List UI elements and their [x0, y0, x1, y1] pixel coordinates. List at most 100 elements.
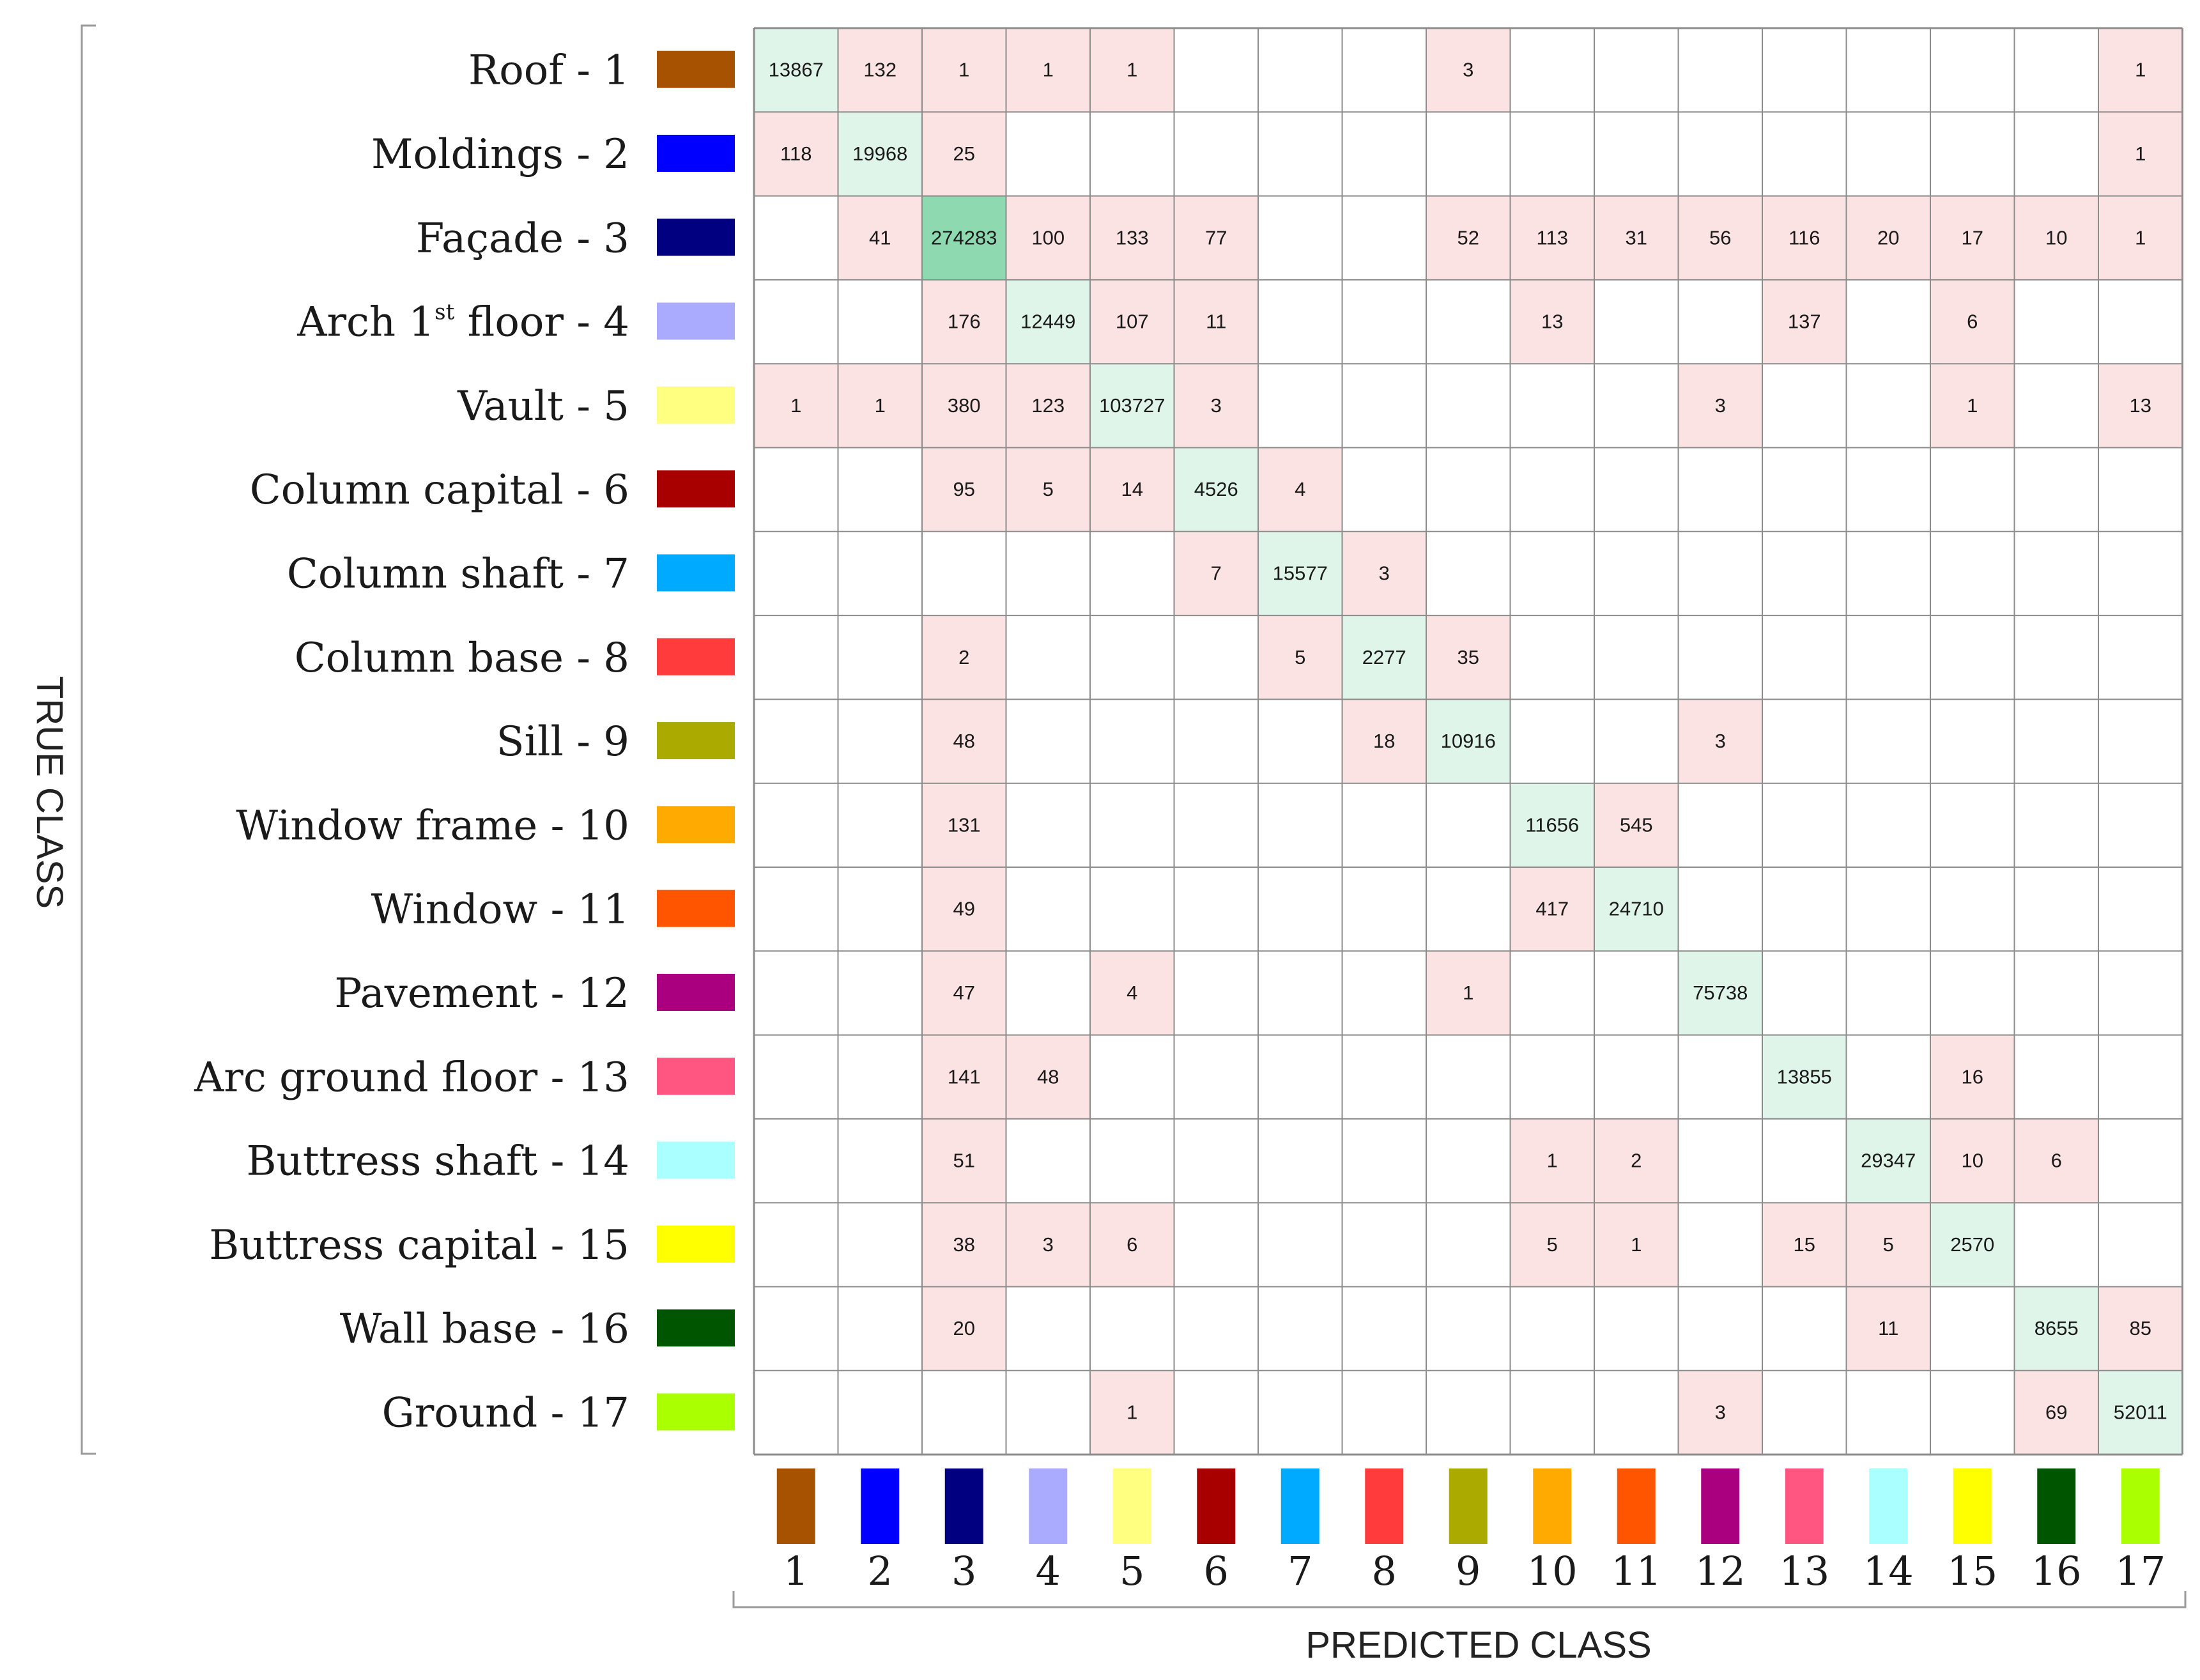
cell-r3-c10 [1510, 196, 1594, 280]
cell-r6-c6 [1174, 447, 1258, 532]
cell-r3-c15 [1930, 196, 2015, 280]
row-swatch-15 [657, 1225, 735, 1263]
cell-r14-c13 [1762, 1118, 1847, 1203]
cell-r8-c13 [1762, 615, 1847, 700]
cell-r9-c17 [2098, 699, 2183, 783]
cell-r3-c11 [1594, 196, 1679, 280]
cell-r2-c1 [754, 112, 838, 196]
cell-r10-c13 [1762, 783, 1847, 867]
cell-r2-c5 [1090, 112, 1174, 196]
cell-r14-c14 [1846, 1118, 1930, 1203]
cell-r7-c5 [1090, 531, 1174, 616]
cell-r17-c7 [1258, 1370, 1342, 1455]
cell-r9-c4 [1006, 699, 1090, 783]
cell-r16-c9 [1426, 1286, 1511, 1371]
cell-r11-c15 [1930, 867, 2015, 952]
cell-value-r4-c10: 13 [1541, 311, 1563, 333]
cell-r6-c9 [1426, 447, 1511, 532]
cell-r5-c7 [1258, 364, 1342, 448]
cell-value-r14-c15: 10 [1962, 1150, 1983, 1172]
cell-r8-c3 [922, 615, 1006, 700]
col-label-16: 16 [2031, 1548, 2082, 1594]
cell-r15-c16 [2014, 1203, 2098, 1287]
cell-r12-c16 [2014, 951, 2098, 1035]
cell-r8-c7 [1258, 615, 1342, 700]
cell-r9-c8 [1342, 699, 1426, 783]
cell-r7-c13 [1762, 531, 1847, 616]
cell-r13-c10 [1510, 1035, 1594, 1119]
row-swatch-5 [657, 386, 735, 424]
cell-r6-c8 [1342, 447, 1426, 532]
row-label-9: Sill - 9 [496, 718, 629, 766]
cell-r3-c14 [1846, 196, 1930, 280]
cell-value-r3-c17: 1 [2135, 226, 2146, 249]
true-class-bracket [81, 24, 96, 1455]
cell-r17-c14 [1846, 1370, 1930, 1455]
cell-value-r1-c4: 1 [1043, 59, 1054, 81]
cell-r13-c11 [1594, 1035, 1679, 1119]
cell-r14-c3 [922, 1118, 1006, 1203]
cell-r17-c17 [2098, 1370, 2183, 1455]
cell-r1-c14 [1846, 28, 1930, 112]
row-label-10: Window frame - 10 [236, 802, 629, 849]
cell-r10-c14 [1846, 783, 1930, 867]
cell-r16-c12 [1678, 1286, 1762, 1371]
cell-r7-c7 [1258, 531, 1342, 616]
col-swatch-9 [1449, 1468, 1488, 1544]
col-swatch-15 [1953, 1468, 1992, 1544]
cell-r4-c15 [1930, 279, 2015, 364]
cell-r12-c11 [1594, 951, 1679, 1035]
cell-r11-c14 [1846, 867, 1930, 952]
cell-value-r6-c3: 95 [953, 478, 975, 500]
cell-value-r10-c10: 11656 [1525, 813, 1579, 836]
cell-r16-c11 [1594, 1286, 1679, 1371]
cell-value-r10-c3: 131 [948, 813, 981, 836]
col-label-5: 5 [1119, 1548, 1144, 1594]
cell-r7-c11 [1594, 531, 1679, 616]
cell-value-r8-c9: 35 [1458, 646, 1479, 668]
cell-r3-c6 [1174, 196, 1258, 280]
cell-r5-c17 [2098, 364, 2183, 448]
cell-r10-c8 [1342, 783, 1426, 867]
cell-r6-c4 [1006, 447, 1090, 532]
cell-r5-c4 [1006, 364, 1090, 448]
cell-r2-c14 [1846, 112, 1930, 196]
cell-r8-c6 [1174, 615, 1258, 700]
cell-value-r5-c3: 380 [948, 394, 981, 417]
cell-value-r7-c6: 7 [1211, 562, 1222, 584]
cell-r17-c1 [754, 1370, 838, 1455]
row-swatch-9 [657, 722, 735, 760]
cell-r1-c15 [1930, 28, 2015, 112]
col-label-3: 3 [951, 1548, 976, 1594]
cell-r6-c2 [838, 447, 922, 532]
cell-r3-c13 [1762, 196, 1847, 280]
col-label-12: 12 [1695, 1548, 1746, 1594]
cell-r14-c4 [1006, 1118, 1090, 1203]
cell-r3-c16 [2014, 196, 2098, 280]
cell-value-r9-c3: 48 [953, 730, 975, 752]
cell-r10-c1 [754, 783, 838, 867]
cell-r15-c8 [1342, 1203, 1426, 1287]
row-swatch-16 [657, 1309, 735, 1347]
cell-r14-c10 [1510, 1118, 1594, 1203]
row-swatch-8 [657, 638, 735, 675]
cell-r17-c6 [1174, 1370, 1258, 1455]
cell-r2-c9 [1426, 112, 1511, 196]
cell-r14-c12 [1678, 1118, 1762, 1203]
cell-r2-c11 [1594, 112, 1679, 196]
cell-r14-c7 [1258, 1118, 1342, 1203]
cell-r15-c3 [922, 1203, 1006, 1287]
cell-r10-c6 [1174, 783, 1258, 867]
cell-r16-c6 [1174, 1286, 1258, 1371]
cell-r4-c5 [1090, 279, 1174, 364]
cell-value-r3-c14: 20 [1877, 226, 1899, 249]
cell-r12-c3 [922, 951, 1006, 1035]
cell-value-r15-c14: 5 [1883, 1233, 1894, 1256]
row-swatch-10 [657, 806, 735, 844]
cell-value-r14-c11: 2 [1631, 1150, 1642, 1172]
cell-r12-c9 [1426, 951, 1511, 1035]
col-swatch-7 [1281, 1468, 1319, 1544]
cell-r4-c14 [1846, 279, 1930, 364]
row-swatch-2 [657, 134, 735, 172]
cell-r2-c10 [1510, 112, 1594, 196]
